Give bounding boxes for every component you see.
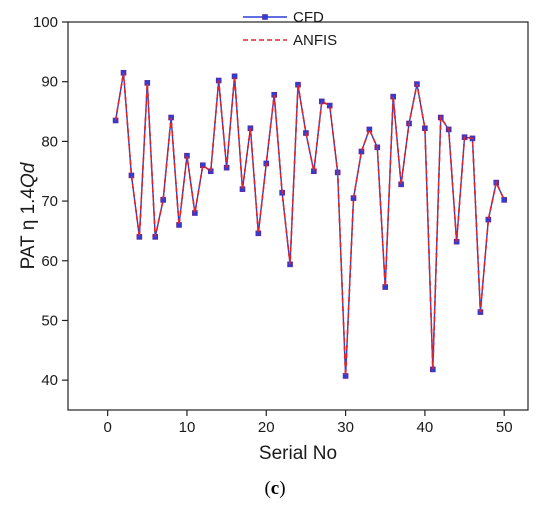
y-tick-label: 100 bbox=[33, 14, 58, 31]
caption-letter: c bbox=[270, 478, 280, 499]
x-tick-label: 30 bbox=[337, 419, 354, 436]
x-tick-label: 50 bbox=[496, 419, 513, 436]
y-axis-title-main: PAT η 1.4 bbox=[18, 188, 39, 270]
series-layer bbox=[112, 69, 508, 379]
figure-caption: (c) bbox=[0, 478, 550, 500]
x-tick-label: 10 bbox=[179, 419, 196, 436]
legend-label-cfd: CFD bbox=[293, 9, 324, 26]
caption-close-paren: ) bbox=[279, 478, 286, 499]
y-tick-label: 80 bbox=[41, 133, 58, 150]
legend: CFD ANFIS bbox=[243, 9, 337, 49]
line-chart: 40 50 60 70 80 90 100 0 10 20 30 40 50 CFD ANFIS PA… bbox=[18, 9, 529, 464]
legend-label-anfis: ANFIS bbox=[293, 32, 337, 49]
x-axis-title: Serial No bbox=[259, 443, 337, 464]
legend-marker-cfd bbox=[262, 14, 268, 20]
y-tick-label: 50 bbox=[41, 312, 58, 329]
y-axis-title: PAT η 1.4Qd bbox=[18, 161, 39, 269]
x-tick-label: 40 bbox=[417, 419, 434, 436]
x-tick-label: 0 bbox=[103, 419, 111, 436]
caption-open-paren: ( bbox=[264, 478, 271, 499]
x-tick-label: 20 bbox=[258, 419, 275, 436]
y-axis-title-d: d bbox=[18, 161, 39, 173]
y-axis-ticks: 40 50 60 70 80 90 100 bbox=[33, 14, 68, 389]
series-line-anfis-overlay bbox=[114, 72, 505, 377]
x-axis-ticks: 0 10 20 30 40 50 bbox=[103, 410, 513, 436]
y-axis-title-q: Q bbox=[18, 173, 39, 188]
data-point-cfd bbox=[501, 197, 508, 203]
y-tick-label: 90 bbox=[41, 74, 58, 91]
y-tick-label: 40 bbox=[41, 372, 58, 389]
y-tick-label: 70 bbox=[41, 193, 58, 210]
plot-frame bbox=[67, 21, 529, 411]
data-point-cfd bbox=[366, 126, 373, 133]
y-tick-label: 60 bbox=[41, 253, 58, 270]
